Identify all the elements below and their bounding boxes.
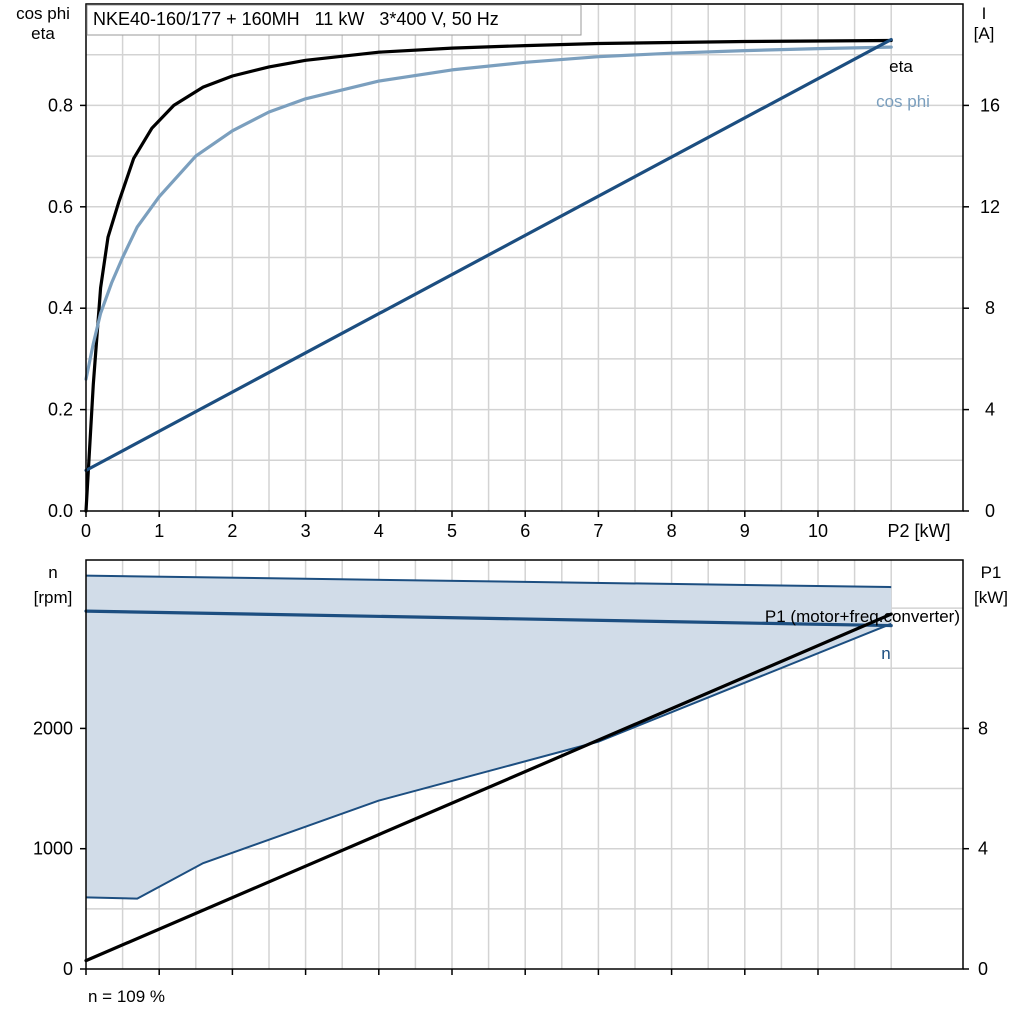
top-right-y-tick-label: 12 [980,197,1000,217]
chart-title: NKE40-160/177 + 160MH 11 kW 3*400 V, 50 … [93,9,499,29]
max-speed-boundary [85,574,892,589]
top-x-tick-label: 10 [808,521,828,541]
top-x-tick-label: 5 [447,521,457,541]
top-series-lines [84,37,893,513]
chart-title-box [86,4,582,36]
bottom-chart-panel: 0 1000 2000 0 4 8 n [rpm] P1 [kW] P1 (motor+… [33,559,1008,1006]
operating-range-fill [86,575,892,899]
bottom-left-y-tick-label: 0 [63,959,73,979]
top-x-tick-label: 9 [740,521,750,541]
top-gridlines [86,3,963,511]
top-right-axis-title-line1: I [982,4,987,23]
top-right-y-tick-label: 4 [985,400,995,420]
top-left-axis-title-line1: cos phi [16,4,70,23]
n-series-label: n [881,644,890,663]
bottom-right-y-tick-label: 8 [978,718,988,738]
top-x-tick-label: 2 [227,521,237,541]
top-x-tick-label: 1 [154,521,164,541]
bottom-right-y-tick-label: 0 [978,959,988,979]
top-tick-marks [80,104,969,517]
speed-footnote: n = 109 % [88,987,165,1006]
bottom-right-axis-title-line1: P1 [981,563,1002,582]
top-right-axis-title-line2: [A] [974,24,995,43]
top-left-axis-title-line2: eta [31,24,55,43]
top-x-tick-label: 8 [667,521,677,541]
bottom-left-y-tick-label: 2000 [33,718,73,738]
top-left-y-tick-label: 0.4 [48,298,73,318]
bottom-right-y-tick-label: 4 [978,839,988,859]
bottom-left-axis-title-line1: n [48,563,57,582]
top-left-y-tick-label: 0.6 [48,197,73,217]
bottom-right-axis-title-line2: [kW] [974,588,1008,607]
eta-curve [84,38,893,513]
top-right-y-tick-labels: 0 4 8 12 16 [980,95,1000,521]
top-left-y-tick-label: 0.2 [48,400,73,420]
p1-power-curve [84,612,893,963]
top-x-tick-label: 4 [374,521,384,541]
bottom-right-y-tick-labels: 0 4 8 [978,718,988,979]
top-x-tick-label: 7 [593,521,603,541]
bottom-left-y-tick-labels: 0 1000 2000 [33,718,73,979]
bottom-series-lines [84,609,893,963]
top-left-y-tick-label: 0.8 [48,95,73,115]
top-right-y-tick-label: 8 [985,298,995,318]
speed-curve [84,609,893,628]
top-x-tick-label: 0 [81,521,91,541]
top-x-axis-title: P2 [kW] [887,521,950,541]
p1-series-label: P1 (motor+freq.converter) [765,607,960,626]
current-curve [84,37,893,472]
top-x-tick-label: 6 [520,521,530,541]
min-speed-boundary [85,622,892,900]
top-x-tick-label: 3 [301,521,311,541]
cos-phi-curve [84,45,893,381]
top-right-y-tick-label: 0 [985,501,995,521]
bottom-left-y-tick-label: 1000 [33,839,73,859]
top-x-tick-labels: 0 1 2 3 4 5 6 7 8 9 10 [81,521,828,541]
top-left-y-tick-label: 0.0 [48,501,73,521]
top-left-y-tick-labels: 0.0 0.2 0.4 0.6 0.8 [48,95,73,521]
operating-range-area [85,574,892,900]
bottom-left-axis-title-line2: [rpm] [34,588,73,607]
eta-series-label: eta [889,57,913,76]
cos-phi-series-label: cos phi [876,92,930,111]
top-right-y-tick-label: 16 [980,95,1000,115]
bottom-tick-marks [80,727,969,975]
